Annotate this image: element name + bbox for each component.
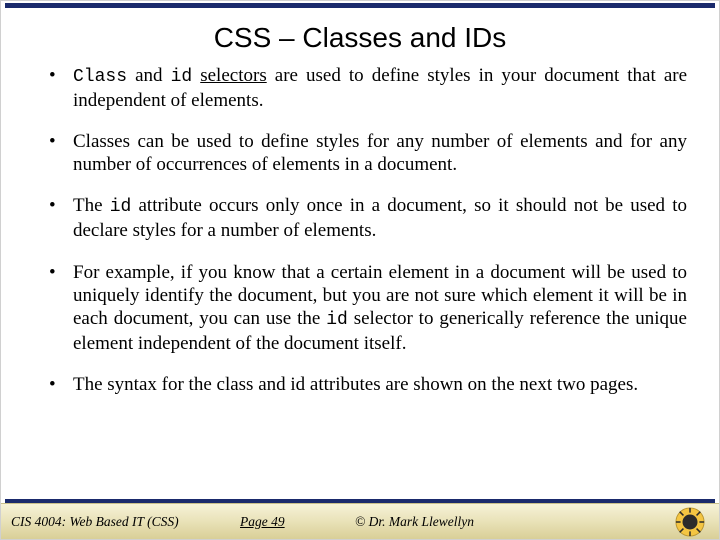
code-text: Class bbox=[73, 67, 127, 87]
footer-bar: CIS 4004: Web Based IT (CSS) Page 49 © D… bbox=[1, 503, 719, 539]
bullet-item: Classes can be used to define styles for… bbox=[45, 130, 687, 176]
bullet-item: For example, if you know that a certain … bbox=[45, 261, 687, 355]
ucf-logo-icon bbox=[675, 507, 705, 537]
footer-page: Page 49 bbox=[240, 514, 285, 530]
slide: CSS – Classes and IDs Class and id selec… bbox=[0, 0, 720, 540]
body-text: and bbox=[127, 65, 171, 86]
body-text: The bbox=[73, 195, 110, 216]
code-text: id bbox=[110, 197, 132, 217]
top-rule bbox=[5, 3, 715, 8]
bullet-item: The id attribute occurs only once in a d… bbox=[45, 194, 687, 242]
footer: CIS 4004: Web Based IT (CSS) Page 49 © D… bbox=[1, 499, 719, 539]
slide-content: Class and id selectors are used to defin… bbox=[1, 64, 719, 539]
underlined-text: selectors bbox=[200, 65, 266, 86]
footer-course: CIS 4004: Web Based IT (CSS) bbox=[11, 514, 241, 530]
code-text: id bbox=[171, 67, 193, 87]
bullet-item: The syntax for the class and id attribut… bbox=[45, 373, 687, 396]
slide-title: CSS – Classes and IDs bbox=[1, 22, 719, 54]
body-text: attribute occurs only once in a document… bbox=[73, 195, 687, 241]
code-text: id bbox=[326, 310, 348, 330]
footer-author: © Dr. Mark Llewellyn bbox=[355, 514, 474, 530]
bullet-list: Class and id selectors are used to defin… bbox=[45, 64, 687, 396]
bullet-item: Class and id selectors are used to defin… bbox=[45, 64, 687, 112]
